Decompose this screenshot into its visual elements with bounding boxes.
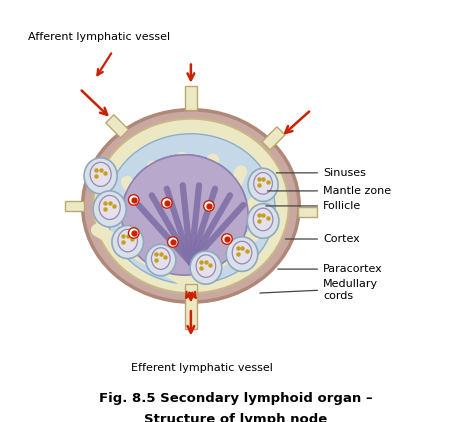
- Ellipse shape: [152, 248, 170, 269]
- Polygon shape: [65, 201, 84, 211]
- Ellipse shape: [90, 162, 111, 187]
- Text: Medullary
cords: Medullary cords: [323, 279, 379, 301]
- Ellipse shape: [84, 158, 117, 194]
- Ellipse shape: [99, 195, 120, 219]
- Text: Follicle: Follicle: [323, 201, 362, 211]
- Ellipse shape: [146, 244, 176, 276]
- Text: Sinuses: Sinuses: [323, 168, 366, 178]
- Text: Paracortex: Paracortex: [323, 264, 383, 274]
- Polygon shape: [185, 86, 197, 110]
- Ellipse shape: [232, 241, 252, 264]
- Ellipse shape: [118, 229, 137, 252]
- Ellipse shape: [196, 255, 216, 277]
- Polygon shape: [262, 127, 285, 150]
- Ellipse shape: [83, 110, 299, 302]
- FancyBboxPatch shape: [185, 284, 197, 329]
- Ellipse shape: [248, 168, 278, 201]
- Polygon shape: [298, 207, 317, 217]
- Text: Cortex: Cortex: [323, 234, 360, 244]
- Polygon shape: [106, 115, 129, 138]
- Ellipse shape: [168, 237, 178, 247]
- Ellipse shape: [222, 234, 232, 244]
- Ellipse shape: [161, 197, 172, 208]
- Ellipse shape: [253, 208, 273, 231]
- Text: Afferent lymphatic vessel: Afferent lymphatic vessel: [28, 32, 170, 43]
- Ellipse shape: [122, 155, 248, 275]
- Ellipse shape: [93, 191, 126, 227]
- Ellipse shape: [254, 173, 272, 194]
- Ellipse shape: [226, 237, 258, 271]
- Ellipse shape: [107, 134, 275, 284]
- Text: Structure of lymph node: Structure of lymph node: [144, 413, 328, 422]
- Ellipse shape: [203, 201, 214, 211]
- Ellipse shape: [122, 155, 248, 275]
- Ellipse shape: [112, 225, 143, 259]
- Ellipse shape: [93, 119, 289, 293]
- Ellipse shape: [247, 204, 279, 238]
- Ellipse shape: [190, 251, 222, 284]
- Text: Mantle zone: Mantle zone: [323, 186, 391, 196]
- Text: Efferent lymphatic vessel: Efferent lymphatic vessel: [131, 363, 273, 373]
- Ellipse shape: [128, 195, 139, 205]
- Ellipse shape: [128, 228, 139, 238]
- Text: Fig. 8.5 Secondary lymphoid organ –: Fig. 8.5 Secondary lymphoid organ –: [99, 392, 373, 405]
